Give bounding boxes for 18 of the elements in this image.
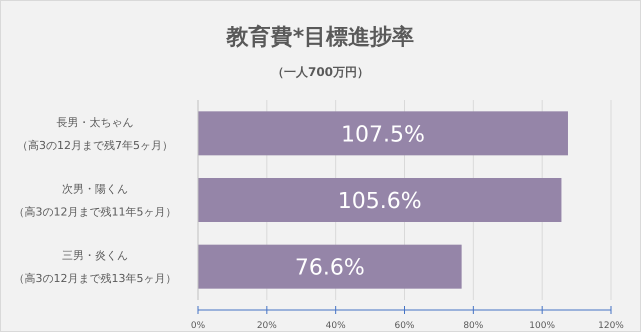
chart-title: 教育費*目標進捗率 — [226, 24, 414, 50]
chart-subtitle: （一人700万円） — [272, 65, 370, 79]
x-tick-label: 0% — [190, 321, 206, 331]
bar — [198, 178, 562, 222]
x-tick-label: 100% — [529, 321, 556, 331]
x-tick-label: 20% — [256, 321, 278, 331]
x-tick-label: 80% — [463, 321, 484, 331]
y-tick-label: 次男・陽くん（高3の12月まで残11年5ヶ月） — [14, 182, 176, 218]
x-tick-label: 40% — [326, 321, 346, 331]
bar — [198, 244, 462, 289]
y-tick-label: 長男・太ちゃん（高3の12月まで残7年5ヶ月） — [17, 116, 173, 152]
data-label: 76.6% — [294, 256, 365, 281]
data-label: 107.5% — [341, 122, 425, 148]
y-tick-label: 三男・炎くん（高3の12月まで残13年5ヶ月） — [14, 249, 176, 286]
x-tick-label: 60% — [394, 321, 415, 331]
data-label: 105.6% — [338, 189, 422, 214]
bar — [198, 111, 568, 156]
x-tick-label: 120% — [598, 321, 624, 331]
